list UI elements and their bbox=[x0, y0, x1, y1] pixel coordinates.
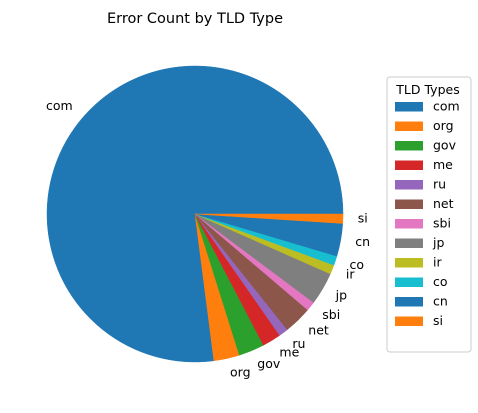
legend-label-org: org bbox=[433, 118, 454, 133]
legend-label-me: me bbox=[433, 157, 453, 172]
legend-swatch-sbi bbox=[395, 219, 423, 229]
legend-label-cn: cn bbox=[433, 294, 448, 309]
legend-label-si: si bbox=[433, 313, 443, 328]
slice-label-co: co bbox=[350, 257, 365, 272]
pie-slice-si bbox=[194, 213, 344, 224]
slice-label-com: com bbox=[46, 98, 73, 113]
legend-label-co: co bbox=[433, 274, 448, 289]
legend-label-ir: ir bbox=[433, 255, 442, 270]
legend-swatch-me bbox=[395, 160, 423, 170]
legend-label-com: com bbox=[433, 99, 460, 114]
slice-label-gov: gov bbox=[257, 356, 281, 371]
legend-swatch-net bbox=[395, 199, 423, 209]
slice-label-ru: ru bbox=[292, 336, 305, 351]
legend-label-ru: ru bbox=[433, 177, 446, 192]
slice-label-ir: ir bbox=[346, 267, 355, 282]
legend-swatch-co bbox=[395, 277, 423, 287]
legend-swatch-ir bbox=[395, 258, 423, 268]
legend-frame bbox=[386, 76, 472, 353]
legend-swatch-si bbox=[395, 316, 423, 326]
legend-swatch-com bbox=[395, 102, 423, 112]
legend-swatch-jp bbox=[395, 238, 423, 248]
slice-label-me: me bbox=[279, 345, 299, 360]
legend-label-sbi: sbi bbox=[433, 216, 451, 231]
legend-label-net: net bbox=[433, 196, 454, 211]
slice-label-sbi: sbi bbox=[322, 307, 340, 322]
legend-title: TLD Types bbox=[395, 82, 459, 97]
legend-swatch-org bbox=[395, 121, 423, 131]
legend-swatch-ru bbox=[395, 180, 423, 190]
legend-items: com org gov me ru net sbi jp ir co cn si bbox=[395, 99, 460, 328]
legend-label-gov: gov bbox=[433, 138, 457, 153]
legend-swatch-gov bbox=[395, 141, 423, 151]
slice-label-org: org bbox=[230, 365, 251, 380]
slice-label-si: si bbox=[358, 211, 368, 226]
legend: TLD Types com org gov me ru net sbi jp ir co cn si bbox=[386, 76, 472, 353]
chart-title: Error Count by TLD Type bbox=[107, 11, 283, 27]
pie-slices bbox=[46, 65, 344, 363]
slice-label-jp: jp bbox=[335, 288, 347, 303]
legend-label-jp: jp bbox=[432, 235, 444, 250]
slice-label-net: net bbox=[308, 322, 329, 337]
legend-swatch-cn bbox=[395, 297, 423, 307]
slice-label-cn: cn bbox=[355, 234, 370, 249]
